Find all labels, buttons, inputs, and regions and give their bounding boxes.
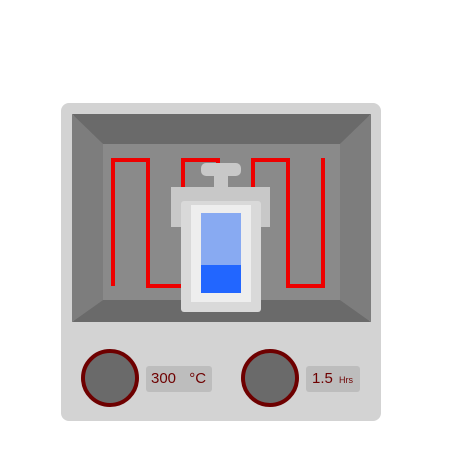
sealed-vial-icon <box>171 163 270 312</box>
time-display: 1.5 Hrs <box>306 366 360 392</box>
temperature-display: 300 °C <box>146 366 212 392</box>
temperature-unit: °C <box>189 370 207 387</box>
time-value: 1.5 <box>312 370 333 387</box>
temperature-knob-icon[interactable] <box>81 349 139 407</box>
vial-liquid-level <box>201 265 241 293</box>
time-knob-icon[interactable] <box>241 349 299 407</box>
time-unit: Hrs <box>339 375 354 385</box>
temperature-value: 300 <box>151 370 177 387</box>
